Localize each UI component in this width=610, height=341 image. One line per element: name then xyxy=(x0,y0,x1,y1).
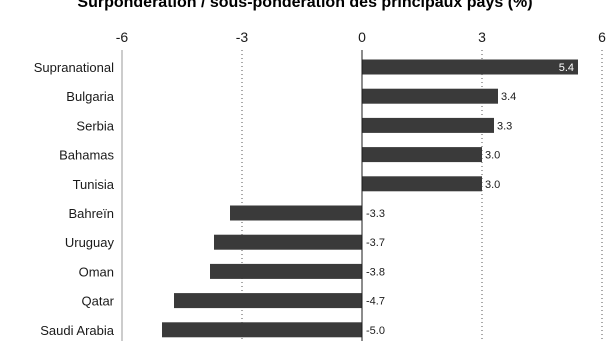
bar xyxy=(214,234,362,250)
category-label: Supranational xyxy=(34,60,114,75)
data-label: 3.0 xyxy=(485,150,500,162)
x-tick-label: -6 xyxy=(116,29,129,45)
bar xyxy=(362,147,482,163)
bars xyxy=(162,59,578,338)
chart-title: Surpondération / sous-pondération des pr… xyxy=(77,0,532,11)
category-label: Uruguay xyxy=(65,235,115,250)
data-labels: 5.4 3.4 3.3 3.0 3.0 -3.3 -3.7 -3.8 -4.7 -5.0 xyxy=(366,62,574,337)
x-tick-label: -3 xyxy=(236,29,249,45)
bar xyxy=(162,322,362,338)
category-label: Bahreïn xyxy=(68,206,114,221)
x-axis-ticks: -6 -3 0 3 6 xyxy=(116,29,606,45)
data-label: 3.0 xyxy=(485,179,500,191)
category-label: Saudi Arabia xyxy=(40,323,114,338)
data-label: -3.7 xyxy=(366,237,385,249)
bar xyxy=(362,117,494,133)
data-label: -5.0 xyxy=(366,325,385,337)
category-label: Oman xyxy=(79,264,114,279)
x-tick-label: 6 xyxy=(598,29,606,45)
bar xyxy=(362,176,482,192)
data-label: -3.3 xyxy=(366,208,385,220)
data-label: -3.8 xyxy=(366,266,385,278)
category-label: Qatar xyxy=(81,294,114,309)
bar xyxy=(174,293,362,309)
data-label: 3.4 xyxy=(501,91,516,103)
data-label: 5.4 xyxy=(559,62,574,74)
category-label: Serbia xyxy=(76,118,114,133)
category-label: Bulgaria xyxy=(66,89,114,104)
bar xyxy=(362,59,578,75)
bar xyxy=(362,88,498,104)
data-label: -4.7 xyxy=(366,296,385,308)
bar xyxy=(230,205,362,221)
category-label: Bahamas xyxy=(59,148,114,163)
category-label: Tunisia xyxy=(73,177,115,192)
x-tick-label: 0 xyxy=(358,29,366,45)
category-labels: Supranational Bulgaria Serbia Bahamas Tunisi… xyxy=(34,60,115,338)
x-tick-label: 3 xyxy=(478,29,486,45)
bar xyxy=(210,263,362,279)
data-label: 3.3 xyxy=(497,120,512,132)
